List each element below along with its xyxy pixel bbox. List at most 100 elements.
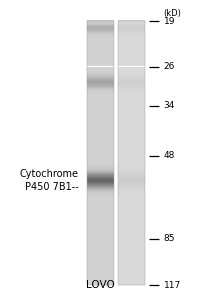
Bar bbox=[87, 195, 113, 196]
Bar bbox=[87, 132, 113, 133]
Bar bbox=[117, 262, 144, 263]
Bar bbox=[87, 248, 113, 249]
Bar bbox=[87, 125, 113, 126]
Bar bbox=[117, 118, 144, 119]
Bar bbox=[117, 229, 144, 230]
Bar bbox=[117, 40, 144, 41]
Bar bbox=[117, 75, 144, 76]
Bar bbox=[87, 153, 113, 154]
Bar bbox=[117, 23, 144, 24]
Bar bbox=[87, 26, 113, 27]
Bar bbox=[117, 206, 144, 207]
Bar bbox=[87, 179, 113, 180]
Bar bbox=[87, 164, 113, 165]
Bar bbox=[117, 21, 144, 22]
Bar bbox=[117, 121, 144, 122]
Bar bbox=[117, 47, 144, 48]
Bar bbox=[117, 165, 144, 166]
Bar bbox=[87, 222, 113, 223]
Bar bbox=[117, 88, 144, 89]
Bar bbox=[117, 170, 144, 171]
Bar bbox=[117, 96, 144, 97]
Bar bbox=[117, 108, 144, 109]
Bar bbox=[87, 25, 113, 26]
Bar bbox=[117, 53, 144, 54]
Bar bbox=[87, 182, 113, 183]
Bar bbox=[117, 274, 144, 275]
Text: 19: 19 bbox=[163, 16, 174, 26]
Bar bbox=[117, 203, 144, 204]
Bar bbox=[117, 56, 144, 57]
Bar bbox=[87, 224, 113, 225]
Bar bbox=[87, 267, 113, 268]
Bar bbox=[87, 113, 113, 114]
Bar bbox=[87, 84, 113, 85]
Bar bbox=[87, 191, 113, 192]
Bar bbox=[117, 221, 144, 222]
Bar bbox=[87, 104, 113, 105]
Bar bbox=[87, 271, 113, 272]
Bar bbox=[117, 126, 144, 127]
Bar bbox=[87, 151, 113, 152]
Bar bbox=[117, 188, 144, 189]
Bar bbox=[87, 272, 113, 273]
Bar bbox=[117, 83, 144, 84]
Bar bbox=[117, 33, 144, 34]
Bar bbox=[87, 231, 113, 232]
Bar bbox=[117, 74, 144, 75]
Bar bbox=[117, 179, 144, 180]
Bar bbox=[117, 217, 144, 218]
Bar bbox=[117, 267, 144, 268]
Bar bbox=[117, 114, 144, 115]
Bar bbox=[87, 262, 113, 263]
Bar bbox=[117, 24, 144, 25]
Bar bbox=[87, 240, 113, 241]
Bar bbox=[87, 39, 113, 40]
Bar bbox=[117, 106, 144, 107]
Bar bbox=[87, 57, 113, 58]
Bar bbox=[117, 50, 144, 51]
Bar bbox=[87, 152, 113, 153]
Bar bbox=[117, 186, 144, 187]
Bar bbox=[87, 88, 113, 89]
Bar bbox=[87, 69, 113, 70]
Bar bbox=[87, 257, 113, 258]
Bar bbox=[117, 164, 144, 165]
Bar bbox=[87, 252, 113, 253]
Bar bbox=[87, 264, 113, 265]
Bar bbox=[87, 172, 113, 173]
Bar bbox=[87, 238, 113, 239]
Bar bbox=[87, 48, 113, 49]
Text: 26: 26 bbox=[163, 62, 174, 71]
Text: 117: 117 bbox=[163, 280, 180, 290]
Bar bbox=[87, 260, 113, 261]
Bar bbox=[117, 176, 144, 177]
Bar bbox=[87, 92, 113, 93]
Bar bbox=[87, 99, 113, 100]
Bar bbox=[87, 100, 113, 101]
Bar bbox=[87, 163, 113, 164]
Bar bbox=[87, 196, 113, 197]
Bar bbox=[87, 23, 113, 24]
Bar bbox=[117, 34, 144, 35]
Bar bbox=[117, 272, 144, 273]
Bar bbox=[117, 183, 144, 184]
Bar bbox=[87, 136, 113, 137]
Bar bbox=[87, 205, 113, 206]
Bar bbox=[87, 256, 113, 257]
Bar bbox=[87, 41, 113, 42]
Bar bbox=[87, 124, 113, 125]
Bar bbox=[87, 24, 113, 25]
Bar bbox=[87, 209, 113, 210]
Bar bbox=[117, 20, 144, 21]
Bar bbox=[117, 80, 144, 81]
Bar bbox=[87, 210, 113, 211]
Bar bbox=[117, 51, 144, 52]
Bar bbox=[87, 37, 113, 38]
Bar bbox=[117, 230, 144, 231]
Bar bbox=[87, 96, 113, 97]
Bar bbox=[87, 171, 113, 172]
Bar bbox=[117, 150, 144, 151]
Bar bbox=[87, 51, 113, 52]
Bar bbox=[117, 260, 144, 261]
